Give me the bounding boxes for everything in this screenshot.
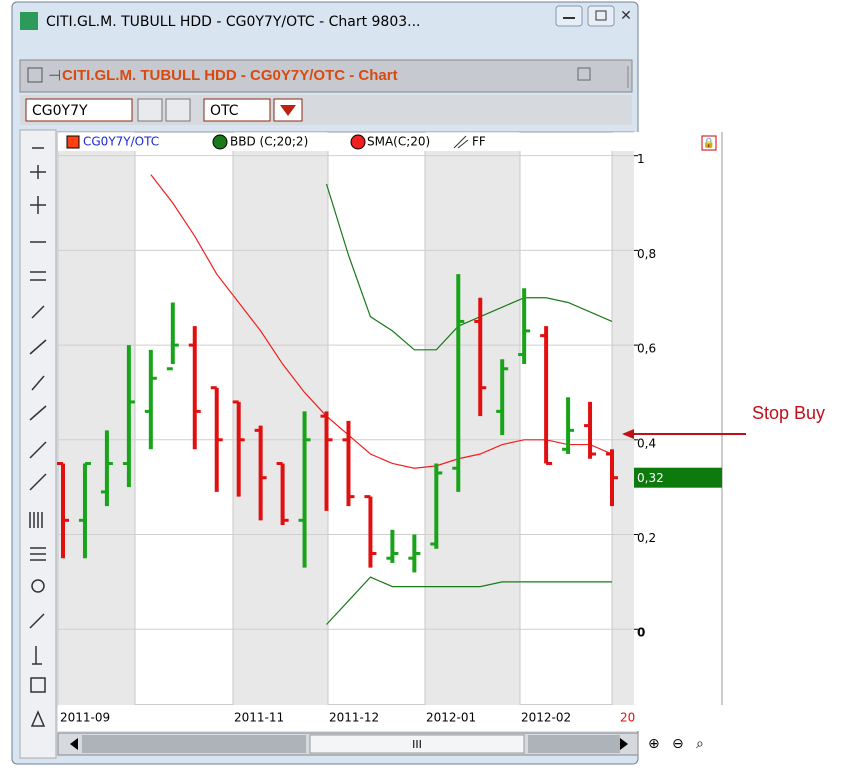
y-tick-label: 1 <box>637 152 645 166</box>
zoom-reset[interactable]: ⌕ <box>696 736 704 752</box>
minimize-button[interactable] <box>555 5 583 27</box>
drawing-toolbar <box>19 129 57 759</box>
band-upper <box>325 183 613 351</box>
app-icon <box>20 12 38 30</box>
x-tick-label: 2011-11 <box>234 711 284 725</box>
toolbar-button[interactable] <box>165 98 191 122</box>
sma-line <box>150 174 613 469</box>
legend-icon <box>453 135 469 149</box>
lock-button[interactable] <box>701 135 717 151</box>
panel-header <box>19 59 633 93</box>
time-band <box>612 132 634 705</box>
legend-item: SMA(C;20) <box>367 135 430 149</box>
x-tick-label: 20 <box>620 711 635 725</box>
y-tick-label: 0,4 <box>637 436 656 450</box>
maximize-button[interactable] <box>587 5 615 27</box>
legend-swatch <box>212 134 228 150</box>
zoom-out[interactable]: ⊖ <box>672 736 684 752</box>
svg-text:🔒: 🔒 <box>703 137 715 149</box>
svg-text:⊣: ⊣ <box>48 67 61 85</box>
y-tick-label: 0 <box>637 626 645 640</box>
legend-swatch <box>66 135 80 149</box>
last-price-box <box>634 467 722 488</box>
scroll-thumb[interactable] <box>309 734 525 754</box>
last-price-label: 0,32 <box>637 471 664 485</box>
panel-title: CITI.GL.M. TUBULL HDD - CG0Y7Y/OTC - Cha… <box>62 67 398 84</box>
legend-swatch <box>350 134 366 150</box>
y-tick-label: 0,2 <box>637 531 656 545</box>
y-axis <box>634 132 722 705</box>
legend <box>58 133 634 151</box>
tool-icons <box>29 147 47 727</box>
symbol-input[interactable] <box>25 98 133 122</box>
plot-area <box>57 131 635 706</box>
svg-text:✕: ✕ <box>620 8 632 24</box>
time-band <box>425 132 520 705</box>
band-lower <box>326 576 612 625</box>
legend-item: FF <box>472 135 486 149</box>
x-tick-label: 2012-02 <box>521 711 571 725</box>
annotation-arrowhead <box>622 429 634 439</box>
time-band <box>233 132 328 705</box>
window-title: CITI.GL.M. TUBULL HDD - CG0Y7Y/OTC - Cha… <box>46 14 421 30</box>
exchange-input[interactable] <box>203 98 271 122</box>
x-axis <box>58 705 722 731</box>
y-tick-label: 0,6 <box>637 342 656 356</box>
zoom-in[interactable]: ⊕ <box>648 736 660 752</box>
symbol-text: CG0Y7Y <box>32 103 88 119</box>
x-tick-label: 2011-09 <box>60 711 110 725</box>
x-tick-label: 2011-12 <box>329 711 379 725</box>
legend-item: CG0Y7Y/OTC <box>83 135 159 149</box>
time-band <box>58 132 135 705</box>
annotation: Stop Buy <box>752 403 825 423</box>
time-bands <box>57 132 634 705</box>
toolbar-button[interactable] <box>137 98 163 122</box>
x-tick-label: 2012-01 <box>426 711 476 725</box>
exchange-text: OTC <box>210 103 239 119</box>
legend-item: BBD (C;20;2) <box>230 135 308 149</box>
y-tick-label: 0,8 <box>637 247 656 261</box>
scroll-grip: III <box>412 738 422 751</box>
